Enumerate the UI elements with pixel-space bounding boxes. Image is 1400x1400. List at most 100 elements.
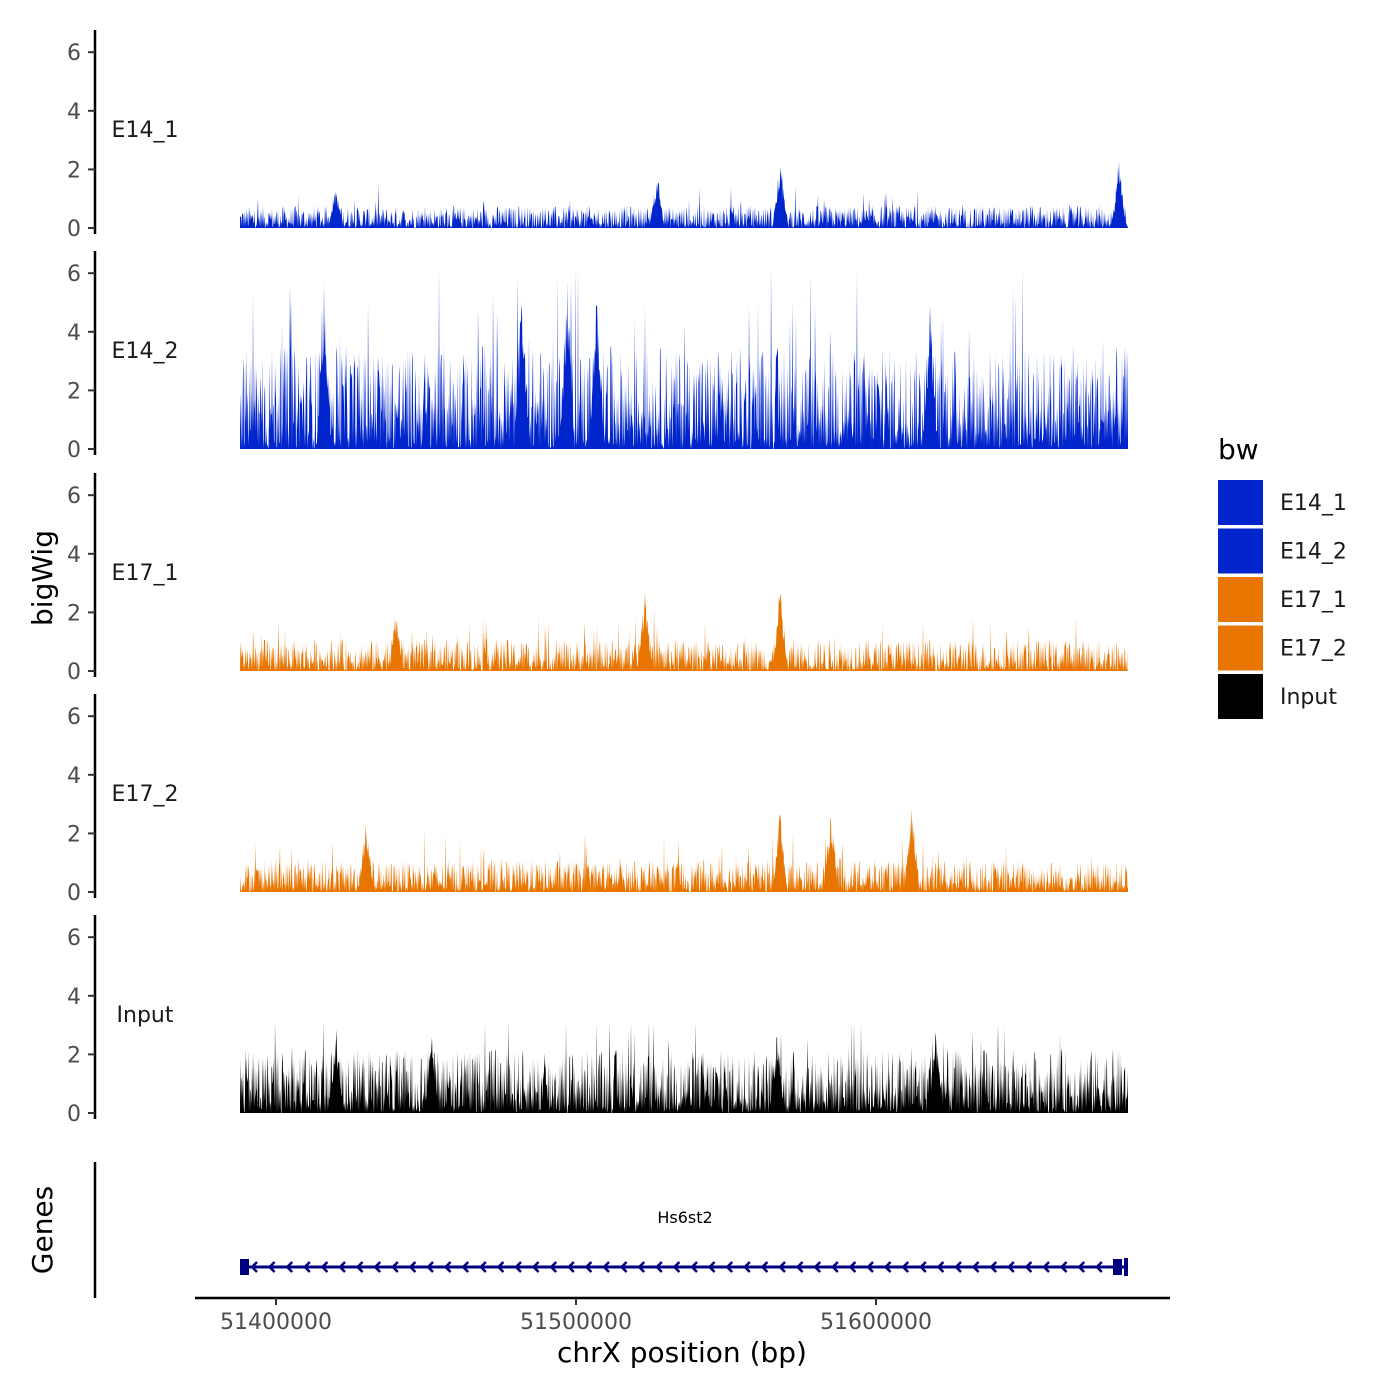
y-tick-label: 0 xyxy=(67,438,81,463)
y-tick-label: 0 xyxy=(67,1102,81,1127)
strand-arrow xyxy=(919,1261,927,1273)
y-tick-label: 2 xyxy=(67,822,81,847)
strand-arrow xyxy=(743,1261,751,1273)
strand-arrow xyxy=(848,1261,857,1273)
legend-item-E17_2: E17_2 xyxy=(1218,625,1347,671)
strand-arrow xyxy=(954,1261,962,1273)
y-tick-label: 4 xyxy=(67,764,81,789)
strand-arrow xyxy=(795,1261,804,1273)
panel-E17_2: 0 2 4 6 E17_2 xyxy=(67,694,1128,906)
track-label: E17_1 xyxy=(112,561,179,586)
signal-area-E17_2 xyxy=(240,808,1128,892)
strand-arrow xyxy=(831,1261,839,1273)
strand-arrow xyxy=(584,1261,593,1273)
strand-arrow xyxy=(725,1261,734,1273)
legend-swatch xyxy=(1218,674,1263,719)
legend-swatch xyxy=(1218,577,1263,622)
x-axis-title: chrX position (bp) xyxy=(557,1336,807,1369)
signal-area-E17_1 xyxy=(240,592,1128,671)
track-label: E14_2 xyxy=(112,339,179,364)
strand-arrow xyxy=(778,1261,786,1273)
legend-label: E14_1 xyxy=(1280,491,1347,516)
strand-arrow xyxy=(549,1261,558,1273)
strand-arrow xyxy=(619,1261,628,1273)
y-tick-label: 2 xyxy=(67,379,81,404)
y-tick-label: 4 xyxy=(67,100,81,125)
strand-arrow xyxy=(338,1261,346,1273)
y-tick-label: 2 xyxy=(67,1043,81,1068)
strand-arrow xyxy=(1024,1261,1033,1273)
legend-label: E14_2 xyxy=(1280,540,1347,565)
y-tick-label: 6 xyxy=(67,262,81,287)
strand-arrow xyxy=(707,1261,716,1273)
gene-label: Hs6st2 xyxy=(657,1208,712,1227)
x-tick-label: 51500000 xyxy=(520,1310,632,1335)
strand-arrow xyxy=(408,1261,417,1273)
strand-arrow xyxy=(426,1261,434,1273)
strand-arrow xyxy=(1007,1261,1015,1273)
y-tick-label: 0 xyxy=(67,881,81,906)
y-tick-label: 2 xyxy=(67,601,81,626)
strand-arrow xyxy=(479,1261,487,1273)
strand-arrow xyxy=(1077,1261,1086,1273)
y-tick-label: 0 xyxy=(67,217,81,242)
strand-arrow xyxy=(1059,1261,1068,1273)
strand-arrow xyxy=(971,1261,980,1273)
strand-arrow xyxy=(813,1261,822,1273)
strand-arrow xyxy=(901,1261,910,1273)
y-tick-label: 4 xyxy=(67,985,81,1010)
signal-area-E14_1 xyxy=(240,160,1128,228)
panel-E14_1: 0 2 4 6 E14_1 xyxy=(67,30,1128,242)
strand-arrow xyxy=(567,1261,575,1273)
signal-area-Input xyxy=(240,1022,1128,1113)
legend-label: E17_2 xyxy=(1280,637,1347,662)
y-tick-label: 4 xyxy=(67,321,81,346)
legend-item-E14_2: E14_2 xyxy=(1218,528,1347,574)
strand-arrow xyxy=(637,1261,646,1273)
exon xyxy=(240,1259,249,1275)
strand-arrow xyxy=(267,1261,276,1273)
strand-arrow xyxy=(936,1261,945,1273)
strand-arrow xyxy=(250,1261,258,1273)
strand-arrow xyxy=(989,1261,998,1273)
y-tick-label: 6 xyxy=(67,484,81,509)
y-tick-label: 2 xyxy=(67,158,81,183)
y-tick-label: 6 xyxy=(67,41,81,66)
y-tick-label: 0 xyxy=(67,660,81,685)
exon xyxy=(1124,1258,1128,1276)
signal-area-E14_2 xyxy=(240,267,1128,449)
strand-arrow xyxy=(355,1261,364,1273)
strand-arrow xyxy=(531,1261,540,1273)
y-tick-label: 6 xyxy=(67,705,81,730)
strand-arrow xyxy=(690,1261,698,1273)
track-panels: 0 2 4 6 E14_1 0 2 4 6 E14_2 0 2 4 6 E17_1 0 2 4 6 E17_2 0 2 4 6… xyxy=(67,30,1128,1127)
track-label: E17_2 xyxy=(112,782,179,807)
strand-arrow xyxy=(320,1261,329,1273)
strand-arrow xyxy=(672,1261,681,1273)
panel-Input: 0 2 4 6 Input xyxy=(67,915,1128,1127)
y-tick-label: 4 xyxy=(67,543,81,568)
legend-swatch xyxy=(1218,480,1263,525)
strand-arrow xyxy=(883,1261,892,1273)
exon xyxy=(1113,1259,1122,1275)
strand-arrow xyxy=(514,1261,522,1273)
strand-arrow xyxy=(373,1261,382,1273)
track-label: Input xyxy=(117,1003,174,1028)
strand-arrow xyxy=(461,1261,470,1273)
strand-arrow xyxy=(303,1261,311,1273)
x-axis: 51400000 51500000 51600000 chrX position (… xyxy=(195,1296,1170,1369)
x-tick-label: 51600000 xyxy=(820,1310,932,1335)
legend-item-Input: Input xyxy=(1218,674,1337,719)
strand-arrow xyxy=(655,1261,663,1273)
legend-swatch xyxy=(1218,528,1263,574)
strand-arrow xyxy=(443,1261,452,1273)
legend: bw E14_1 E14_2 E17_1 E17_2 Input xyxy=(1218,433,1347,719)
strand-arrow xyxy=(1095,1261,1103,1273)
strand-arrow xyxy=(602,1261,610,1273)
legend-title: bw xyxy=(1218,433,1259,466)
legend-label: Input xyxy=(1280,685,1337,710)
legend-item-E14_1: E14_1 xyxy=(1218,480,1347,525)
x-tick-label: 51400000 xyxy=(220,1310,332,1335)
strand-arrow xyxy=(496,1261,505,1273)
